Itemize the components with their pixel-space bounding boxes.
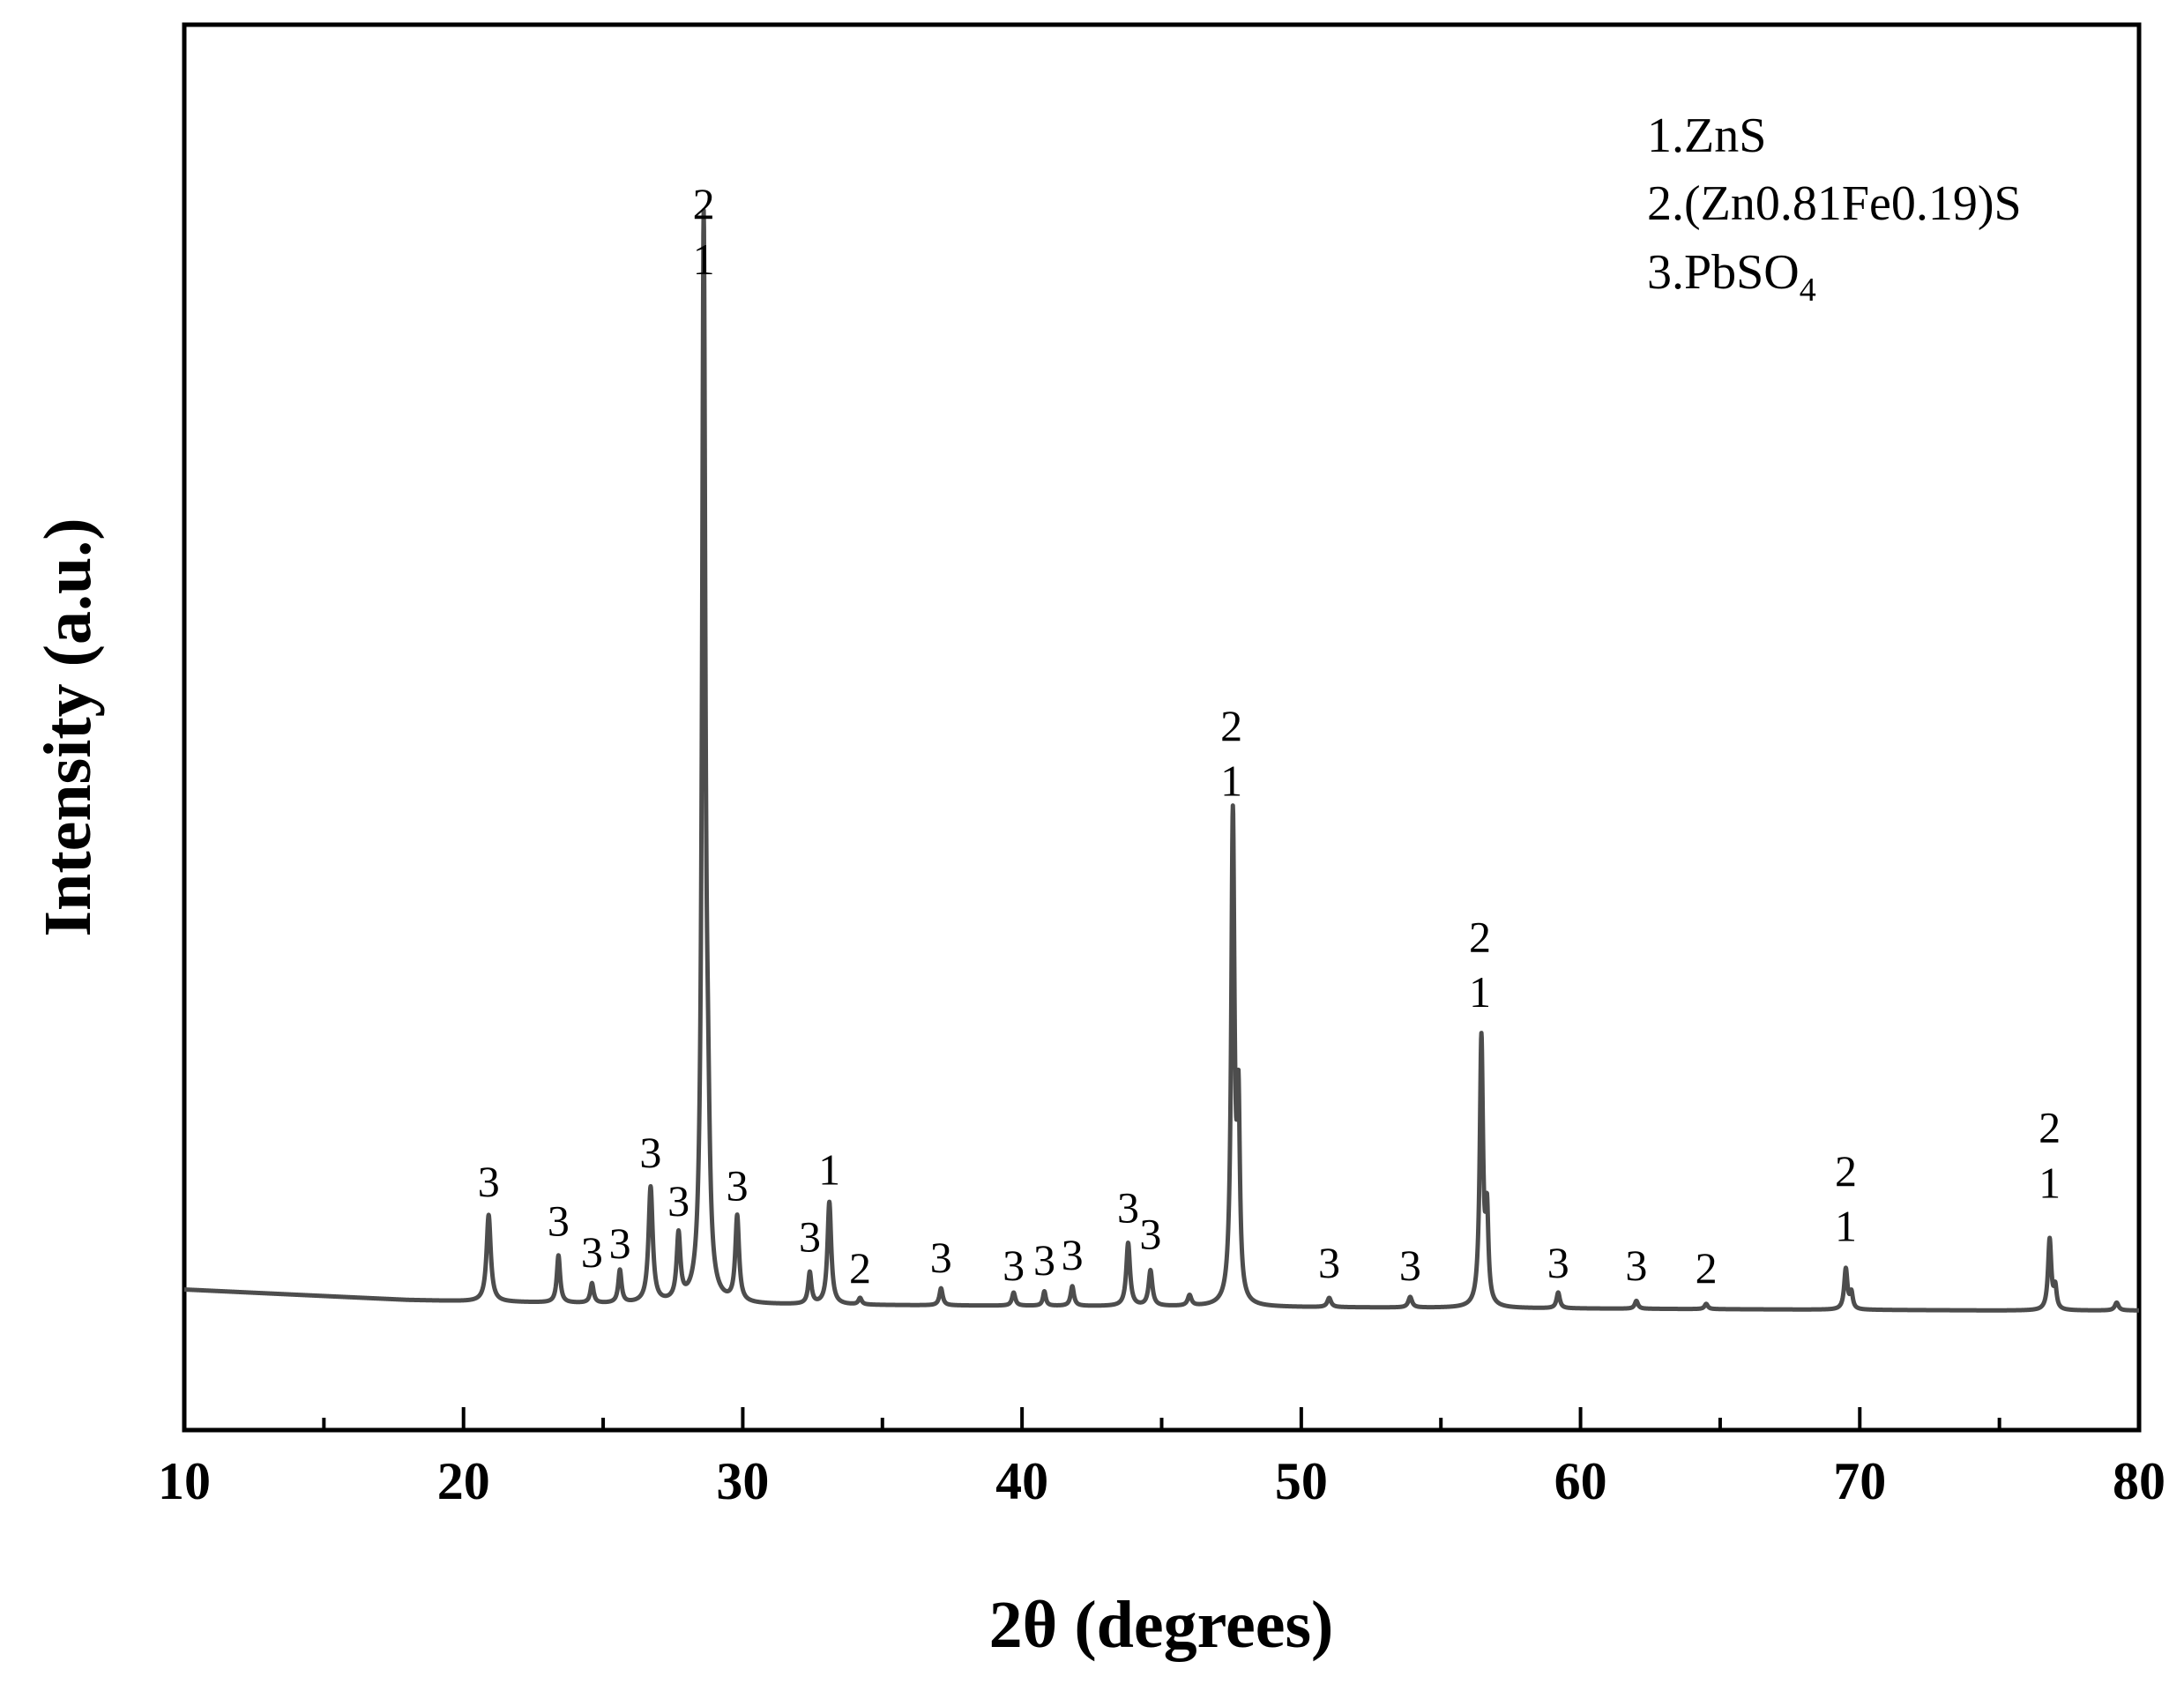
- x-axis-label: 2θ (degrees): [989, 1588, 1334, 1662]
- peak-label: 3: [548, 1196, 570, 1245]
- peak-label: 1: [2039, 1158, 2061, 1207]
- peak-label: 2: [1696, 1243, 1718, 1293]
- intensity-series-line: [182, 207, 2142, 1313]
- legend-item: 2.(Zn0.81Fe0.19)S: [1647, 176, 2022, 231]
- peak-label: 3: [1003, 1241, 1025, 1290]
- x-axis-tick-labels: 10 20 30 40 50 60 70 80: [158, 1452, 2165, 1510]
- peak-label: 2: [1835, 1146, 1857, 1196]
- legend-item: 1.ZnS: [1647, 108, 1766, 163]
- peak-label: 3: [930, 1233, 952, 1282]
- legend-item: 3.PbSO4: [1647, 245, 1816, 309]
- peak-label: 3: [727, 1160, 749, 1210]
- x-tick-label: 60: [1554, 1452, 1607, 1510]
- x-tick-label: 70: [1833, 1452, 1886, 1510]
- x-tick-label: 20: [437, 1452, 490, 1510]
- peak-label: 1: [1469, 967, 1491, 1017]
- peak-label: 3: [1033, 1235, 1055, 1285]
- peak-label: 3: [1318, 1238, 1340, 1287]
- legend: 1.ZnS 2.(Zn0.81Fe0.19)S 3.PbSO4: [1647, 108, 2022, 309]
- peak-label: 3: [1399, 1241, 1421, 1290]
- peak-label: 3: [1139, 1209, 1161, 1258]
- y-axis-label: Intensity (a.u.): [31, 518, 105, 936]
- x-tick-label: 30: [716, 1452, 769, 1510]
- peak-label: 1: [1835, 1201, 1857, 1250]
- peak-label: 1: [818, 1144, 840, 1194]
- peak-label: 3: [1625, 1241, 1647, 1290]
- peak-label: 3: [799, 1211, 821, 1261]
- peak-label: 3: [639, 1128, 661, 1177]
- peak-label: 2: [849, 1243, 871, 1293]
- peak-label: 3: [1062, 1230, 1084, 1279]
- peak-label: 2: [1469, 913, 1491, 962]
- peak-label: 2: [693, 179, 715, 228]
- peak-label: 1: [1220, 756, 1242, 805]
- peak-label: 2: [2039, 1103, 2061, 1152]
- x-tick-label: 10: [158, 1452, 211, 1510]
- peak-label: 3: [1117, 1183, 1139, 1233]
- peak-label: 3: [1547, 1238, 1569, 1287]
- peak-label: 2: [1220, 701, 1242, 750]
- peak-label: 1: [693, 235, 715, 284]
- peak-label: 3: [581, 1227, 603, 1277]
- x-tick-label: 40: [995, 1452, 1048, 1510]
- peak-label: 3: [609, 1218, 631, 1268]
- x-tick-label: 50: [1275, 1452, 1328, 1510]
- x-tick-label: 80: [2113, 1452, 2165, 1510]
- peak-label: 3: [667, 1176, 689, 1226]
- x-axis-ticks: [183, 1407, 2141, 1430]
- peak-label: 3: [478, 1157, 500, 1206]
